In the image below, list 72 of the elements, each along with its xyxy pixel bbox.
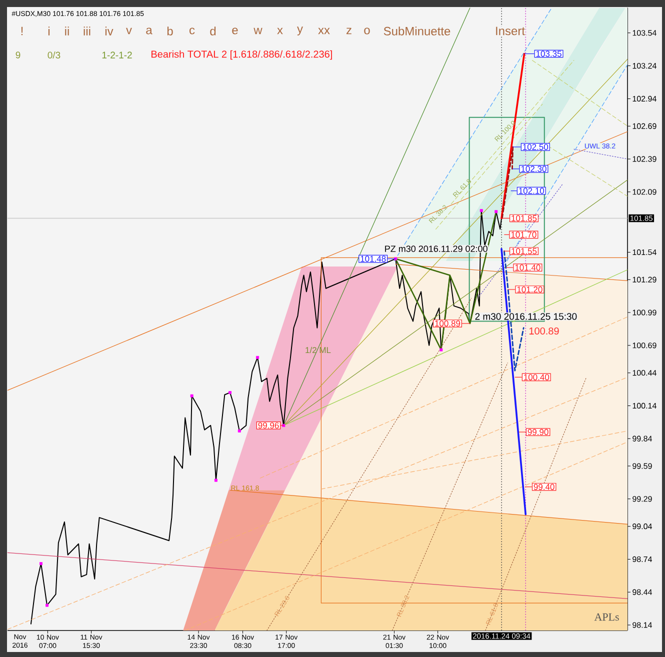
y-tick-label: 100.14 xyxy=(632,402,656,409)
point xyxy=(480,209,483,212)
annotation: Bearish TOTAL 2 [1.618/.886/.618/2.236] xyxy=(152,50,332,60)
annotation: iv xyxy=(105,26,114,36)
annotation: i xyxy=(48,26,50,36)
annotation: Insert xyxy=(496,26,525,36)
annotation: v xyxy=(126,28,132,34)
annotation: 102.30 xyxy=(521,166,546,172)
annotation: 99.96 xyxy=(258,422,279,428)
annotation: e xyxy=(232,28,238,34)
y-tick-label: 102.94 xyxy=(632,96,656,102)
y-tick-label: 99.29 xyxy=(632,496,652,502)
y-tick-label: 100.69 xyxy=(632,342,656,348)
y-tick-label: 102.39 xyxy=(632,156,656,162)
y-tick-label: 100.99 xyxy=(632,310,656,316)
annotation: PZ m30 2016.11.29 02:00 xyxy=(385,246,488,252)
annotation: b xyxy=(167,26,173,36)
point xyxy=(238,429,241,432)
annotation: o xyxy=(364,28,370,34)
annotation: iii xyxy=(84,26,90,36)
annotation: 101.70 xyxy=(511,232,536,238)
annotation: 101.48 xyxy=(360,256,386,262)
annotation: 101.55 xyxy=(512,248,537,254)
point xyxy=(46,604,49,607)
annotation: 99.40 xyxy=(534,484,554,490)
y-tick-label: 99.59 xyxy=(632,463,652,469)
point xyxy=(440,348,443,352)
annotation: ! xyxy=(21,26,23,36)
annotation: 103.35 xyxy=(536,50,562,57)
annotation: ii xyxy=(65,26,69,36)
annotation: 2 m30 2016.11.25 15:30 xyxy=(475,313,577,320)
point xyxy=(394,257,398,260)
annotation: 0/3 xyxy=(48,52,60,58)
y-tick-label: 101.54 xyxy=(632,249,656,256)
y-tick-label: 101.29 xyxy=(632,276,656,282)
annotation: x xyxy=(277,28,283,34)
point xyxy=(214,478,218,482)
y-tick-label: 98.74 xyxy=(632,556,652,562)
annotation: c xyxy=(190,28,195,34)
y-tick-label: 102.09 xyxy=(632,189,656,195)
annotation: APLs xyxy=(594,613,619,621)
annotation: z xyxy=(346,28,352,34)
annotation: 101.40 xyxy=(515,264,540,271)
annotation: y xyxy=(297,26,303,36)
annotation: a xyxy=(146,28,152,34)
y-tick-label: 102.69 xyxy=(632,123,656,129)
annotation: 101.85 xyxy=(512,215,537,222)
annotation: w xyxy=(254,28,262,34)
annotation: 100.40 xyxy=(524,374,550,380)
annotation: d xyxy=(210,26,216,36)
annotation: 99.90 xyxy=(528,429,548,436)
annotation: 9 xyxy=(16,52,20,58)
y-tick-label: 98.44 xyxy=(632,589,652,595)
annotation: xx xyxy=(318,28,330,34)
annotation: 1-2-1-2 xyxy=(102,52,132,58)
point xyxy=(228,391,232,394)
annotation: 102.10 xyxy=(519,188,544,194)
annotation: 100.89 xyxy=(529,327,559,335)
annotation: 101.20 xyxy=(517,286,542,292)
y-tick-label: 99.04 xyxy=(632,524,652,530)
point xyxy=(40,562,43,566)
point xyxy=(256,356,260,359)
annotation: SubMinuette xyxy=(384,26,450,36)
y-tick-label: 100.44 xyxy=(632,370,656,376)
annotation: 102.50 xyxy=(523,144,548,150)
y-tick-label: 98.14 xyxy=(632,622,652,628)
point xyxy=(494,210,498,214)
y-tick-label: 103.24 xyxy=(632,62,656,69)
y-tick-label: 99.84 xyxy=(632,436,652,442)
y-tick-label: 103.54 xyxy=(632,30,656,36)
annotation: 100.89 xyxy=(435,320,460,326)
point xyxy=(190,394,194,398)
